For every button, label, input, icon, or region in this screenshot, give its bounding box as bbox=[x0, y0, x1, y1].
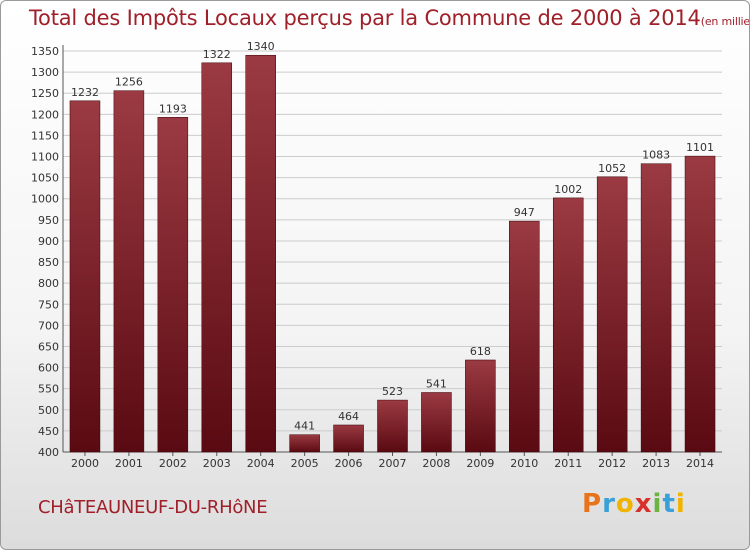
y-tick-label: 600 bbox=[38, 362, 59, 375]
x-tick-label-2009: 2009 bbox=[466, 457, 494, 470]
y-tick-label: 650 bbox=[38, 340, 59, 353]
logo-letter: i bbox=[652, 489, 663, 519]
data-label-2014: 1101 bbox=[686, 141, 714, 154]
data-label-2005: 441 bbox=[294, 420, 315, 433]
bar-2001 bbox=[113, 90, 145, 453]
y-tick-label: 1350 bbox=[31, 45, 59, 58]
x-tick-label-2005: 2005 bbox=[291, 457, 319, 470]
data-label-2006: 464 bbox=[338, 410, 359, 423]
proxiti-logo: Proxiti bbox=[582, 489, 686, 519]
x-tick-label-2004: 2004 bbox=[247, 457, 275, 470]
y-tick-label: 1100 bbox=[31, 151, 59, 164]
logo-letter: t bbox=[662, 489, 676, 519]
y-tick-label: 850 bbox=[38, 256, 59, 269]
data-label-2013: 1083 bbox=[642, 149, 670, 162]
data-label-2002: 1193 bbox=[159, 102, 187, 115]
y-tick-label: 500 bbox=[38, 404, 59, 417]
x-tick-label-2001: 2001 bbox=[115, 457, 143, 470]
y-tick-label: 1150 bbox=[31, 129, 59, 142]
logo-letter: r bbox=[602, 489, 616, 519]
logo-letter: x bbox=[634, 489, 653, 519]
bar-2009 bbox=[465, 359, 496, 453]
data-label-2004: 1340 bbox=[247, 40, 275, 53]
bar-2000 bbox=[69, 100, 101, 453]
y-tick-label: 700 bbox=[38, 319, 59, 332]
x-tick-label-2008: 2008 bbox=[422, 457, 450, 470]
x-tick-label-2006: 2006 bbox=[335, 457, 363, 470]
commune-name: CHâTEAUNEUF-DU-RHôNE bbox=[38, 497, 268, 518]
bar-2005 bbox=[289, 434, 320, 453]
y-tick-label: 900 bbox=[38, 235, 59, 248]
bar-2010 bbox=[509, 220, 540, 453]
bars bbox=[69, 54, 716, 453]
data-label-2008: 541 bbox=[426, 377, 447, 390]
bar-2013 bbox=[640, 163, 672, 453]
y-tick-label: 450 bbox=[38, 425, 59, 438]
data-label-2010: 947 bbox=[514, 206, 535, 219]
y-tick-label: 800 bbox=[38, 277, 59, 290]
x-tick-label-2000: 2000 bbox=[71, 457, 99, 470]
y-tick-label: 1050 bbox=[31, 172, 59, 185]
bar-2011 bbox=[552, 197, 584, 453]
bar-2002 bbox=[157, 117, 189, 453]
data-label-2011: 1002 bbox=[554, 183, 582, 196]
bar-2008 bbox=[421, 392, 452, 453]
bar-2003 bbox=[201, 62, 233, 453]
y-tick-label: 1000 bbox=[31, 193, 59, 206]
x-tick-label-2003: 2003 bbox=[203, 457, 231, 470]
bar-2006 bbox=[333, 424, 364, 453]
data-label-2000: 1232 bbox=[71, 86, 99, 99]
data-label-2012: 1052 bbox=[598, 162, 626, 175]
logo-letter: P bbox=[582, 489, 603, 519]
x-tick-label-2007: 2007 bbox=[379, 457, 407, 470]
data-label-2007: 523 bbox=[382, 385, 403, 398]
logo-letter: i bbox=[675, 489, 686, 519]
x-tick-label-2012: 2012 bbox=[598, 457, 626, 470]
data-label-2003: 1322 bbox=[203, 48, 231, 61]
y-tick-label: 400 bbox=[38, 446, 59, 459]
bar-2004 bbox=[245, 54, 276, 453]
x-tick-label-2002: 2002 bbox=[159, 457, 187, 470]
x-tick-label-2010: 2010 bbox=[510, 457, 538, 470]
labels: 400 450 500 550 600 650 700 750 800 850 900 950 1000… bbox=[31, 40, 714, 470]
y-tick-label: 550 bbox=[38, 383, 59, 396]
chart-title-main: Total des Impôts Locaux perçus par la Co… bbox=[29, 6, 701, 30]
x-tick-label-2013: 2013 bbox=[642, 457, 670, 470]
y-tick-label: 1300 bbox=[31, 66, 59, 79]
data-label-2001: 1256 bbox=[115, 76, 143, 89]
bar-2014 bbox=[684, 155, 716, 453]
y-tick-label: 750 bbox=[38, 298, 59, 311]
x-tick-label-2014: 2014 bbox=[686, 457, 714, 470]
y-tick-label: 1200 bbox=[31, 108, 59, 121]
chart-title: Total des Impôts Locaux perçus par la Co… bbox=[29, 6, 750, 30]
y-tick-label: 950 bbox=[38, 214, 59, 227]
bar-2007 bbox=[377, 399, 408, 453]
x-tick-label-2011: 2011 bbox=[554, 457, 582, 470]
logo-letter: o bbox=[615, 489, 635, 519]
data-label-2009: 618 bbox=[470, 345, 491, 358]
bar-2012 bbox=[596, 176, 628, 453]
y-tick-label: 1250 bbox=[31, 87, 59, 100]
chart-title-unit: (en milliers d'€) bbox=[700, 15, 750, 28]
